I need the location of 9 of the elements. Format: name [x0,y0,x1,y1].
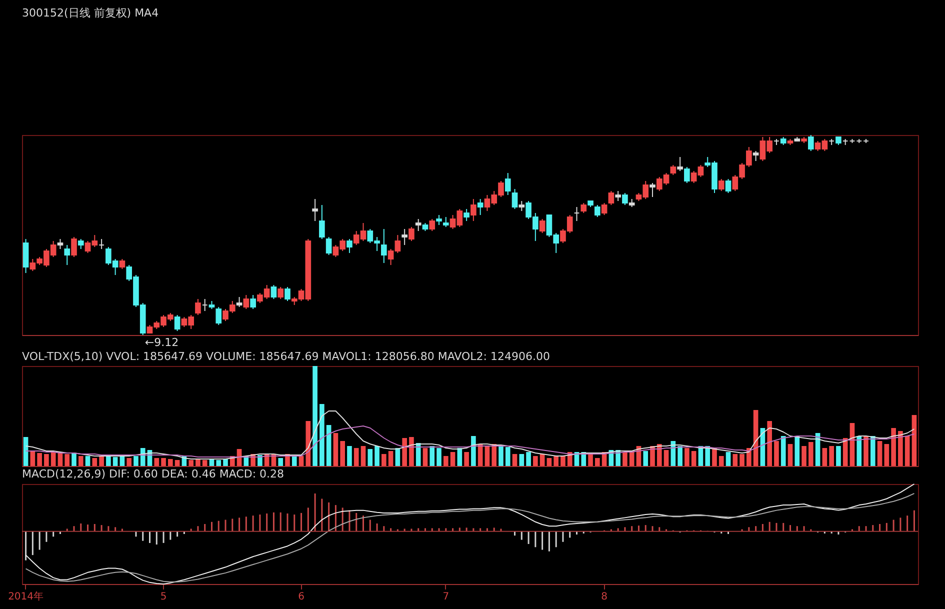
x-tick-label: 5 [160,592,167,602]
x-tick-label: 6 [298,592,304,602]
chart-title: 300152(日线 前复权) MA4 [22,6,159,20]
x-tick-label: 2014年 [8,590,44,602]
text: ←9.12 [144,336,179,349]
x-tick-label: 8 [601,592,608,602]
x-tick-label: 7 [442,592,450,602]
chart-title: MACD(12,26,9) DIF: 0.60 DEA: 0.46 MACD: 0.28 [22,468,284,480]
chart-title: VOL-TDX(5,10) VVOL: 185647.69 VOLUME: 185647.69 MAVOL1: 128056.80 MAVOL2: 124906.00 [22,350,550,363]
